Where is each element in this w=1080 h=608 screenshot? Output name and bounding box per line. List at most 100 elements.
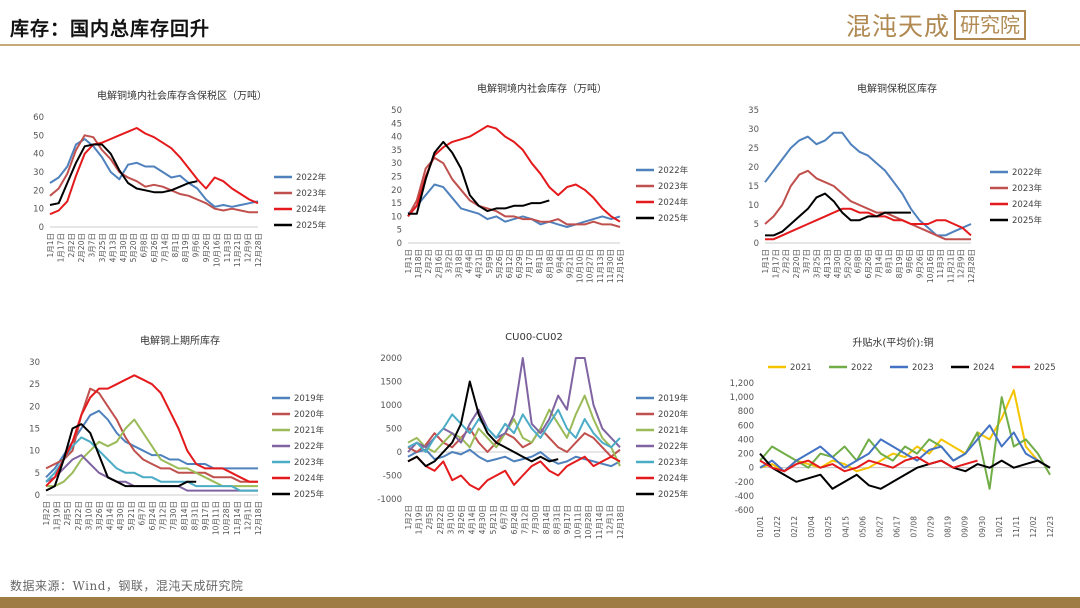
x-tick-label: 12月16日 xyxy=(616,249,625,283)
x-tick-label: 1月2日 xyxy=(404,505,413,530)
chart-c6: 升贴水(平均价):铜 -600 -400 -200 0 200 400 600 800 1,000… xyxy=(730,336,1056,538)
legend-label: 2025年 xyxy=(296,220,327,231)
x-tick-label: 5月20日 xyxy=(843,249,852,278)
legend-label: 2023年 xyxy=(296,188,327,199)
x-tick-label: 8月31日 xyxy=(190,501,199,530)
y-tick-label: 0 xyxy=(397,448,402,458)
x-tick-label: 2月20日 xyxy=(792,249,801,278)
series-line-2022年 xyxy=(49,138,259,208)
chart-c5: CU00-CU02 -1000 -500 0 500 1000 1500 2000 1月2日 1月… xyxy=(377,332,688,539)
x-tick-label: 9月17日 xyxy=(201,501,210,530)
y-tick-label: 20 xyxy=(33,186,44,196)
chart-title: CU00-CU02 xyxy=(505,332,563,343)
legend-label: 2024年 xyxy=(294,473,325,484)
x-tick-label: 9月6日 xyxy=(192,233,201,258)
x-tick-label: 4月13日 xyxy=(823,249,832,278)
x-tick-label: 10月16日 xyxy=(212,233,221,267)
legend-label: 2019年 xyxy=(658,393,689,404)
x-tick-label: 10月28日 xyxy=(222,501,231,535)
x-tick-label: 2月22日 xyxy=(74,501,83,530)
y-tick-label: -1000 xyxy=(377,495,402,505)
y-tick-label: 1,000 xyxy=(730,393,754,403)
x-tick-label: 4月4日 xyxy=(465,249,474,274)
x-tick-label: 5月26日 xyxy=(495,249,504,278)
x-tick-label: 6月7日 xyxy=(499,505,508,530)
legend-label: 2024年 xyxy=(1012,199,1043,210)
x-tick-label: 4月30日 xyxy=(119,233,128,262)
x-tick-label: 4月30日 xyxy=(833,249,842,278)
series-line-2022 xyxy=(759,396,1051,490)
y-tick-label: 200 xyxy=(738,450,754,460)
x-tick-label: 1月17日 xyxy=(56,233,65,262)
x-tick-label: 3月7日 xyxy=(802,249,811,274)
x-tick-label: 03/25 xyxy=(824,516,833,538)
y-tick-label: 15 xyxy=(29,425,40,435)
x-tick-label: 02/12 xyxy=(790,516,799,538)
series-line-2019年 xyxy=(407,448,621,468)
legend-label: 2022年 xyxy=(658,441,689,452)
x-tick-label: 05/06 xyxy=(858,516,867,538)
y-tick-label: 35 xyxy=(748,106,759,116)
x-tick-label: 5月21日 xyxy=(127,501,136,530)
y-tick-label: 0 xyxy=(754,239,759,249)
x-tick-label: 1月18日 xyxy=(414,249,423,278)
footer-bar xyxy=(0,597,1080,608)
x-tick-label: 1月19日 xyxy=(415,505,424,534)
x-tick-label: 3月18日 xyxy=(454,249,463,278)
legend-label: 2024年 xyxy=(658,197,689,208)
y-tick-label: 50 xyxy=(391,106,402,116)
x-tick-label: 3月26日 xyxy=(95,501,104,530)
legend-label: 2024年 xyxy=(658,473,689,484)
x-tick-label: 11月3日 xyxy=(936,249,945,278)
x-tick-label: 12月1日 xyxy=(605,505,614,534)
y-tick-label: -200 xyxy=(735,478,754,488)
x-tick-label: 6月12日 xyxy=(505,249,514,278)
y-tick-label: 10 xyxy=(29,447,40,457)
x-tick-label: 9月21日 xyxy=(566,249,575,278)
chart-c2: 电解铜境内社会库存（万吨） 0 5 10 15 20 25 30 35 40 45 50 1月1日 1月1… xyxy=(391,82,688,283)
x-tick-label: 7月30日 xyxy=(169,501,178,530)
y-tick-label: 5 xyxy=(754,220,759,230)
x-tick-label: 12月28日 xyxy=(254,233,263,267)
series-line-2024年 xyxy=(407,455,621,491)
series-line-2025年 xyxy=(407,380,559,468)
legend-label: 2023年 xyxy=(658,181,689,192)
series-line-2023 xyxy=(759,424,1051,473)
y-tick-label: 0 xyxy=(35,491,40,501)
x-tick-label: 4月30日 xyxy=(116,501,125,530)
y-tick-label: 0 xyxy=(397,239,402,249)
x-tick-label: 1月17日 xyxy=(771,249,780,278)
y-tick-label: 20 xyxy=(748,163,759,173)
y-tick-label: -400 xyxy=(735,492,754,502)
x-tick-label: 12月18日 xyxy=(616,505,625,539)
y-tick-label: 45 xyxy=(391,119,402,129)
y-tick-label: 500 xyxy=(386,425,402,435)
x-tick-label: 12月1日 xyxy=(243,501,252,530)
x-tick-label: 7月30日 xyxy=(531,505,540,534)
legend-label: 2021年 xyxy=(658,425,689,436)
x-tick-label: 4月30日 xyxy=(478,505,487,534)
x-tick-label: 7月14日 xyxy=(874,249,883,278)
x-tick-label: 2月5日 xyxy=(63,501,72,526)
x-tick-label: 11月14日 xyxy=(233,501,242,535)
series-line-2019年 xyxy=(45,409,258,479)
series-line-2025年 xyxy=(49,143,198,206)
y-tick-label: 1,200 xyxy=(730,379,754,389)
x-tick-label: 03/04 xyxy=(807,516,816,538)
x-tick-label: 11月21日 xyxy=(946,249,955,283)
y-tick-label: 60 xyxy=(33,113,44,123)
x-tick-label: 6月29日 xyxy=(515,249,524,278)
x-tick-label: 01/01 xyxy=(756,516,765,538)
legend-label: 2022年 xyxy=(1012,167,1043,178)
y-tick-label: 25 xyxy=(748,144,759,154)
x-tick-label: 6月26日 xyxy=(864,249,873,278)
legend-label: 2021 xyxy=(790,363,812,373)
x-tick-label: 5月20日 xyxy=(129,233,138,262)
chart-title: 升贴水(平均价):铜 xyxy=(852,336,933,349)
y-tick-label: 400 xyxy=(738,435,754,445)
series-line-2025年 xyxy=(408,140,550,215)
y-tick-label: 15 xyxy=(391,199,402,209)
legend-label: 2025年 xyxy=(1012,215,1043,226)
